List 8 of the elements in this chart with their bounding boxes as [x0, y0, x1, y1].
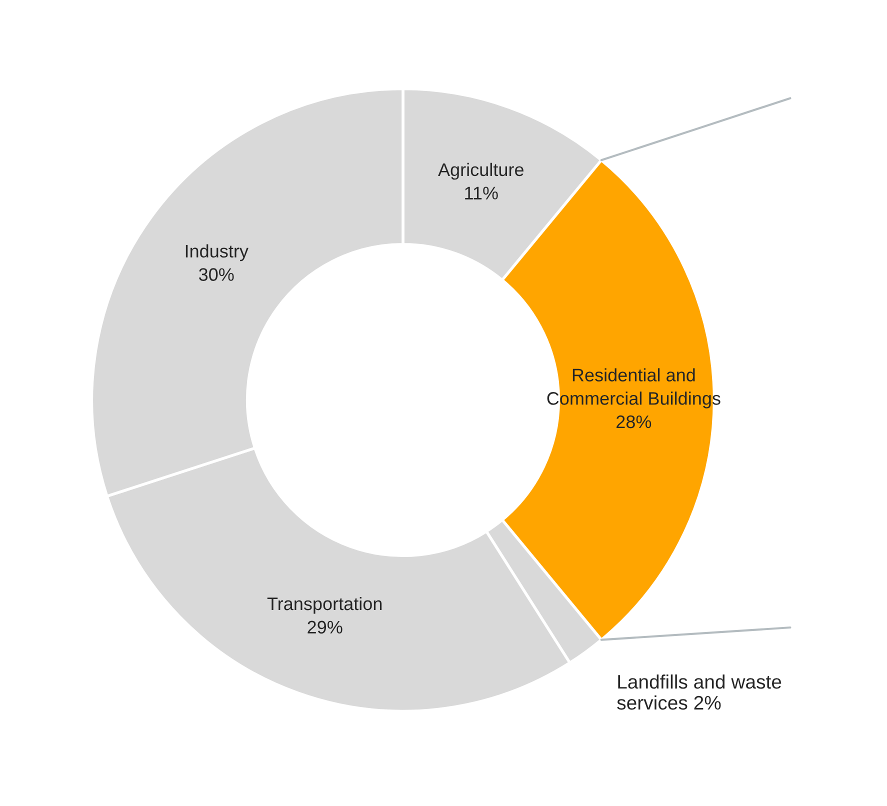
data-label: 28% [616, 415, 652, 428]
slice-label: Agriculture [438, 162, 524, 180]
slice-label: Transportation [267, 596, 382, 614]
slice-label: Landfills and waste services 2% [617, 674, 782, 710]
slice-label: Industry [186, 244, 248, 262]
data-label: 29% [308, 620, 342, 634]
data-label: 30% [198, 268, 234, 281]
data-label: 11% [465, 186, 498, 200]
